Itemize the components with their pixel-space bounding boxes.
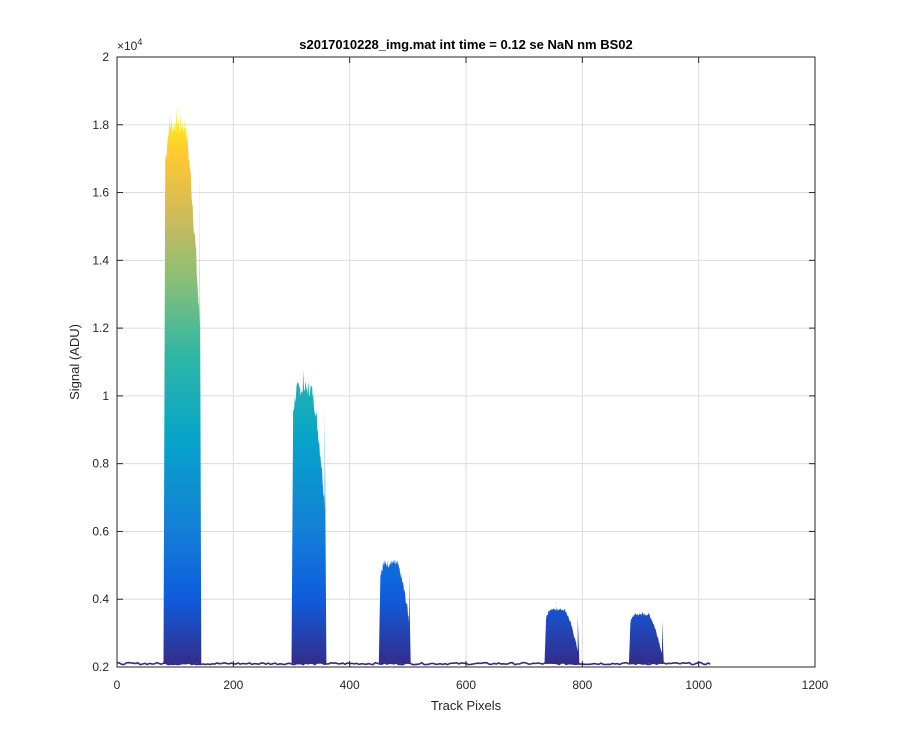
y-axis-label: Signal (ADU) — [67, 324, 82, 400]
y-tick-label: 0.6 — [92, 524, 109, 538]
y-tick-label: 0.8 — [92, 457, 109, 471]
chart-title: s2017010228_img.mat int time = 0.12 se N… — [299, 37, 633, 52]
y-tick-label: 1.2 — [92, 321, 109, 335]
y-tick-label: 1 — [102, 389, 109, 403]
y-tick-label: 2 — [102, 50, 109, 64]
x-tick-label: 200 — [223, 678, 243, 692]
x-tick-label: 0 — [114, 678, 121, 692]
peak-area — [163, 104, 202, 664]
peak-area — [628, 611, 664, 664]
series — [117, 104, 711, 666]
y-tick-label: 1.8 — [92, 118, 109, 132]
y-ticks: 0.2 0.4 0.6 0.8 1 1.2 1.4 1.6 1.8 2 — [92, 50, 815, 674]
grid — [117, 57, 815, 667]
y-tick-label: 1.6 — [92, 186, 109, 200]
x-tick-label: 400 — [340, 678, 360, 692]
peak-area — [544, 606, 580, 664]
peak-area — [291, 370, 327, 664]
x-tick-label: 800 — [572, 678, 592, 692]
peak-area — [378, 559, 411, 664]
x-tick-label: 600 — [456, 678, 476, 692]
x-tick-label: 1200 — [802, 678, 829, 692]
y-tick-label: 0.2 — [92, 660, 109, 674]
y-tick-label: 0.4 — [92, 592, 109, 606]
x-ticks: 0 200 400 600 800 1000 1200 — [114, 57, 829, 692]
x-axis-label: Track Pixels — [431, 698, 502, 713]
baseline-line — [117, 661, 711, 666]
x-tick-label: 1000 — [685, 678, 712, 692]
y-exponent: ×104 — [117, 37, 142, 53]
y-tick-label: 1.4 — [92, 253, 109, 267]
